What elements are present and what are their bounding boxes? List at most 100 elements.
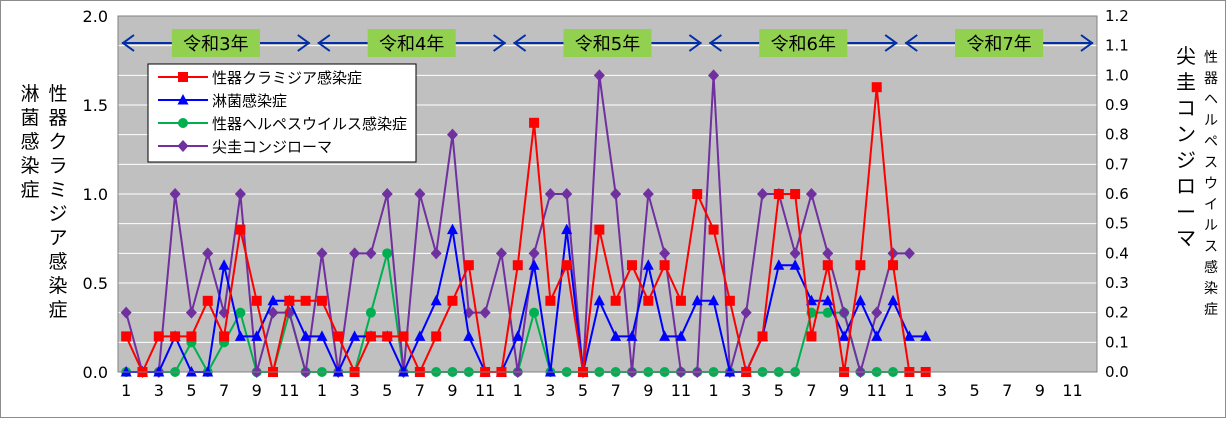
x-tick-label: 1 xyxy=(121,381,131,400)
data-point-triangle xyxy=(838,330,850,341)
data-point-square xyxy=(790,189,801,199)
axis-title-char: ル xyxy=(1204,218,1218,234)
x-tick-label: 1 xyxy=(513,381,523,400)
axis-title-char: マ xyxy=(1176,226,1196,250)
legend-label: 性器クラミジア感染症 xyxy=(212,69,362,87)
axis-title-char: ク xyxy=(48,131,67,153)
x-tick-label: 1 xyxy=(904,381,914,400)
x-tick-label: 7 xyxy=(611,381,621,400)
legend-item: 淋菌感染症 xyxy=(158,92,287,110)
data-point-triangle xyxy=(610,330,622,341)
data-point-diamond xyxy=(365,247,377,260)
year-arrow-head-left xyxy=(708,34,722,52)
data-point-square xyxy=(806,331,817,342)
x-tick-label: 9 xyxy=(643,381,653,400)
x-tick-label: 11 xyxy=(671,381,691,400)
year-arrow-head-right xyxy=(1080,34,1094,52)
data-point-triangle xyxy=(887,294,899,306)
data-point-triangle xyxy=(177,94,189,105)
axis-title-char: ジ xyxy=(1176,148,1196,172)
left-axis-title-1: 淋菌感染症 xyxy=(20,83,39,201)
x-tick-label: 11 xyxy=(475,381,495,400)
data-point-diamond xyxy=(903,247,915,260)
axis-title-char: 症 xyxy=(20,179,39,201)
data-point-diamond xyxy=(544,188,556,200)
data-point-diamond xyxy=(610,188,622,200)
x-tick-label: 3 xyxy=(545,381,555,400)
data-point-diamond xyxy=(757,188,769,200)
data-point-diamond xyxy=(177,140,189,152)
year-arrow-head-left xyxy=(317,34,331,52)
axis-title-char: 症 xyxy=(1204,302,1218,318)
data-point-triangle xyxy=(544,366,556,377)
year-label: 令和7年 xyxy=(966,34,1031,55)
data-point-square xyxy=(463,260,474,271)
data-point-triangle xyxy=(234,330,246,341)
year-arrow-head-left xyxy=(904,34,918,52)
data-point-triangle xyxy=(446,223,458,235)
data-point-triangle xyxy=(561,223,573,235)
data-point-square xyxy=(170,331,181,342)
axis-title-char: 染 xyxy=(20,155,39,177)
data-point-square xyxy=(610,295,621,306)
legend-label: 性器ヘルペスウイルス感染症 xyxy=(212,115,407,133)
data-point-square xyxy=(888,260,899,271)
data-point-triangle xyxy=(202,366,214,377)
axis-title-char: ス xyxy=(1204,155,1218,171)
year-label: 令和4年 xyxy=(379,34,444,55)
axis-title-char: 尖 xyxy=(1176,44,1196,68)
data-point-triangle xyxy=(708,294,720,306)
year-label-box xyxy=(367,29,456,57)
data-point-triangle xyxy=(316,330,328,341)
axis-title-char: 淋 xyxy=(20,83,39,105)
data-point-square xyxy=(431,331,442,342)
right-tick-label: 0.5 xyxy=(1105,215,1129,233)
legend-label: 淋菌感染症 xyxy=(212,92,287,110)
right-tick-label: 0.7 xyxy=(1105,155,1129,173)
year-arrow-head-right xyxy=(493,34,507,52)
legend-label: 尖圭コンジローマ xyxy=(212,138,332,156)
data-point-diamond xyxy=(169,188,181,200)
data-point-circle xyxy=(365,307,376,318)
data-point-square xyxy=(773,189,784,199)
axis-title-char: 菌 xyxy=(20,107,39,129)
left-tick-label: 2.0 xyxy=(83,7,108,26)
x-tick-label: 11 xyxy=(1062,381,1082,400)
axis-title-char: ル xyxy=(1204,113,1218,129)
x-tick-label: 7 xyxy=(806,381,816,400)
right-tick-label: 0.8 xyxy=(1105,126,1129,144)
year-arrow-head-right xyxy=(297,34,311,52)
left-axis-title-2: 性器クラミジア感染症 xyxy=(48,83,67,321)
data-point-circle xyxy=(235,307,246,318)
x-tick-label: 9 xyxy=(447,381,457,400)
data-point-diamond xyxy=(202,247,214,260)
data-point-square xyxy=(235,224,246,235)
data-point-square xyxy=(316,295,327,306)
x-tick-label: 1 xyxy=(317,381,327,400)
data-point-square xyxy=(561,260,572,271)
data-point-diamond xyxy=(593,69,605,82)
data-point-square xyxy=(626,260,637,271)
data-point-square xyxy=(659,260,670,271)
x-tick-label: 9 xyxy=(839,381,849,400)
data-point-diamond xyxy=(446,128,458,141)
axis-title-char: ペ xyxy=(1204,134,1218,150)
data-point-triangle xyxy=(512,330,524,341)
axis-title-char: 性 xyxy=(48,83,67,105)
data-point-diamond xyxy=(708,69,720,82)
axis-layer: 0.0 0.5 1.0 1.5 2.0 0.0 0.1 0.2 0.3 0.4 0.5 0.6 0.7 0… xyxy=(20,7,1218,400)
axis-title-char: 症 xyxy=(48,299,67,321)
data-point-square xyxy=(219,331,230,342)
data-point-triangle xyxy=(871,330,883,341)
legend-item: 性器ヘルペスウイルス感染症 xyxy=(158,115,407,133)
data-point-triangle xyxy=(822,294,834,306)
right-tick-label: 0.4 xyxy=(1105,244,1129,262)
data-point-square xyxy=(545,295,556,306)
data-point-square xyxy=(822,260,833,271)
data-point-square xyxy=(382,331,393,342)
data-point-diamond xyxy=(414,188,426,200)
axis-title-char: ー xyxy=(1176,200,1196,224)
axis-title-char: 器 xyxy=(1204,71,1218,87)
